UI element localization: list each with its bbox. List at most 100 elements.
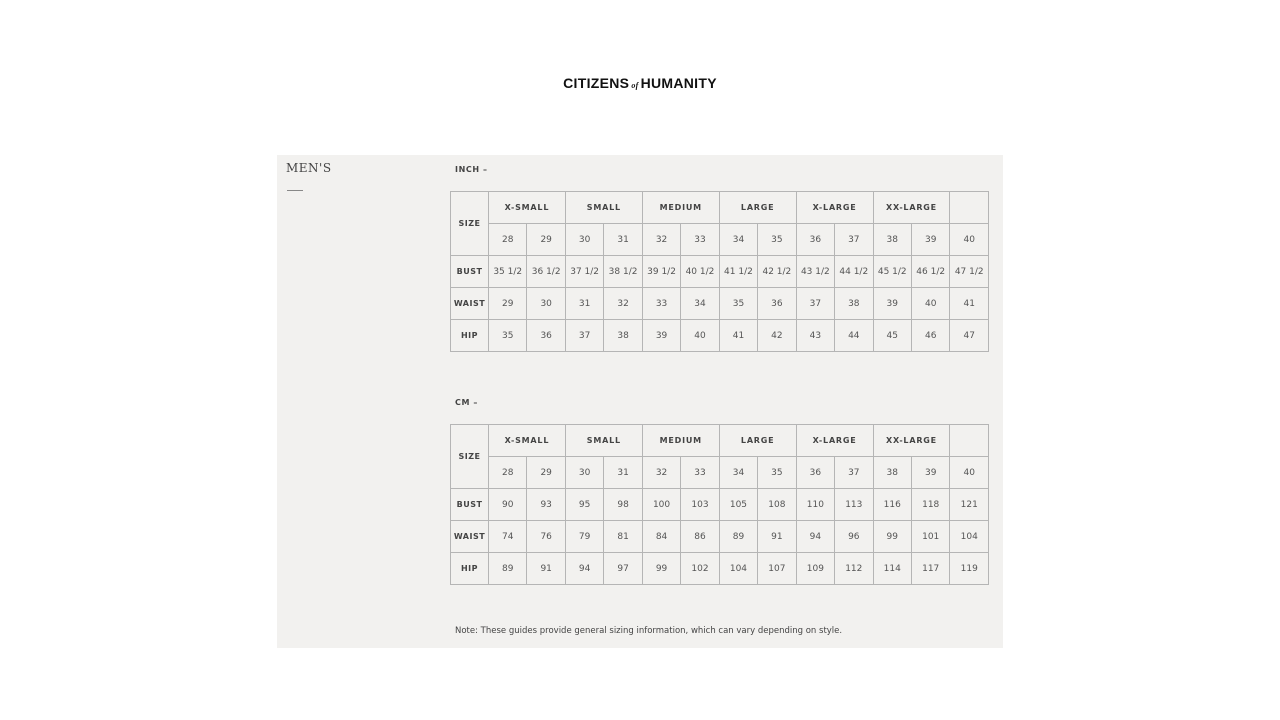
measure-cell: 40 (910, 287, 951, 320)
size-group: X-SMALL (488, 424, 566, 457)
size-cell: 30 (564, 456, 605, 489)
unit-label-cm: CM – (455, 398, 479, 407)
table-row: WAIST 29 30 31 32 33 34 35 36 37 38 39 40 41 (450, 287, 989, 320)
measure-cell: 116 (872, 488, 912, 521)
row-label: HIP (450, 552, 489, 585)
size-group: XX-LARGE (872, 424, 951, 457)
measure-cell: 95 (564, 488, 605, 521)
measure-cell: 37 (795, 287, 836, 320)
measure-cell: 94 (795, 520, 836, 553)
measure-cell: 98 (603, 488, 643, 521)
measure-cell: 107 (757, 552, 797, 585)
table-row: HIP 89 91 94 97 99 102 104 107 109 112 114 117 119 (450, 552, 989, 585)
table-row: HIP 35 36 37 38 39 40 41 42 43 44 45 46 47 (450, 319, 989, 352)
size-cell: 34 (718, 456, 759, 489)
logo-text: of (631, 81, 639, 90)
size-cell: 32 (641, 223, 682, 256)
measure-cell: 36 1/2 (526, 255, 566, 288)
size-cell: 37 (834, 223, 874, 256)
measure-cell: 35 (718, 287, 759, 320)
measure-cell: 37 1/2 (564, 255, 605, 288)
size-row: 28 29 30 31 32 33 34 35 36 37 38 39 40 (451, 223, 989, 256)
table-row: BUST 90 93 95 98 100 103 105 108 110 113 116 118 121 (450, 488, 989, 521)
measure-cell: 47 (949, 319, 989, 352)
size-group: SMALL (564, 424, 643, 457)
measure-cell: 103 (680, 488, 720, 521)
size-cell: 32 (641, 456, 682, 489)
measure-cell: 96 (834, 520, 874, 553)
measure-cell: 46 1/2 (910, 255, 951, 288)
measure-cell: 89 (718, 520, 759, 553)
size-group: XX-LARGE (872, 191, 951, 224)
size-label: SIZE (450, 191, 489, 256)
group-row: SIZE X-SMALL SMALL MEDIUM LARGE X-LARGE XX-LAR… (450, 191, 989, 256)
measure-cell: 117 (910, 552, 951, 585)
measure-cell: 35 1/2 (487, 255, 528, 288)
measure-cell: 94 (564, 552, 605, 585)
measure-cell: 99 (641, 552, 682, 585)
measure-cell: 39 (872, 287, 912, 320)
size-cell: 28 (487, 223, 528, 256)
size-cell: 36 (795, 456, 836, 489)
measure-cell: 34 (680, 287, 720, 320)
measure-cell: 39 1/2 (641, 255, 682, 288)
measure-cell: 110 (795, 488, 836, 521)
measure-cell: 84 (641, 520, 682, 553)
size-cell: 33 (680, 223, 720, 256)
size-cell: 28 (487, 456, 528, 489)
measure-cell: 113 (834, 488, 874, 521)
measure-cell: 114 (872, 552, 912, 585)
measure-cell: 41 (718, 319, 759, 352)
measure-cell: 44 (834, 319, 874, 352)
measure-cell: 45 (872, 319, 912, 352)
measure-cell: 79 (564, 520, 605, 553)
size-label: SIZE (450, 424, 489, 489)
measure-cell: 40 (680, 319, 720, 352)
measure-cell: 101 (910, 520, 951, 553)
size-cell: 38 (872, 456, 912, 489)
size-cell: 30 (564, 223, 605, 256)
brand-logo: CITIZENS of HUMANITY (0, 75, 1280, 91)
measure-cell: 38 (603, 319, 643, 352)
measure-cell: 46 (910, 319, 951, 352)
size-table-inch: SIZE X-SMALL SMALL MEDIUM LARGE X-LARGE XX-LAR… (450, 191, 989, 352)
measure-cell: 41 (949, 287, 989, 320)
measure-cell: 39 (641, 319, 682, 352)
measure-cell: 81 (603, 520, 643, 553)
measure-cell: 91 (757, 520, 797, 553)
size-cell: 36 (795, 223, 836, 256)
size-group: X-LARGE (795, 191, 874, 224)
measure-cell: 36 (757, 287, 797, 320)
size-cell: 31 (603, 456, 643, 489)
size-group: MEDIUM (641, 424, 720, 457)
size-cell: 35 (757, 223, 797, 256)
measure-cell: 41 1/2 (718, 255, 759, 288)
measure-cell: 45 1/2 (872, 255, 912, 288)
size-group (949, 424, 989, 457)
size-cell: 39 (910, 456, 951, 489)
unit-label-inch: INCH – (455, 165, 488, 174)
measure-cell: 47 1/2 (949, 255, 989, 288)
measure-cell: 74 (487, 520, 528, 553)
measure-cell: 119 (949, 552, 989, 585)
logo-text: CITIZENS (563, 75, 630, 91)
measure-cell: 42 1/2 (757, 255, 797, 288)
table-row: WAIST 74 76 79 81 84 86 89 91 94 96 99 101 104 (450, 520, 989, 553)
row-label: HIP (450, 319, 489, 352)
size-group: X-SMALL (488, 191, 566, 224)
measure-cell: 93 (526, 488, 566, 521)
measure-cell: 100 (641, 488, 682, 521)
size-group: SMALL (564, 191, 643, 224)
measure-cell: 105 (718, 488, 759, 521)
measure-cell: 99 (872, 520, 912, 553)
size-cell: 33 (680, 456, 720, 489)
row-label: WAIST (450, 520, 489, 553)
measure-cell: 89 (487, 552, 528, 585)
size-cell: 40 (949, 223, 989, 256)
size-group (949, 191, 989, 224)
sizing-note: Note: These guides provide general sizin… (455, 626, 843, 636)
measure-cell: 76 (526, 520, 566, 553)
measure-cell: 109 (795, 552, 836, 585)
row-label: BUST (450, 255, 489, 288)
measure-cell: 108 (757, 488, 797, 521)
